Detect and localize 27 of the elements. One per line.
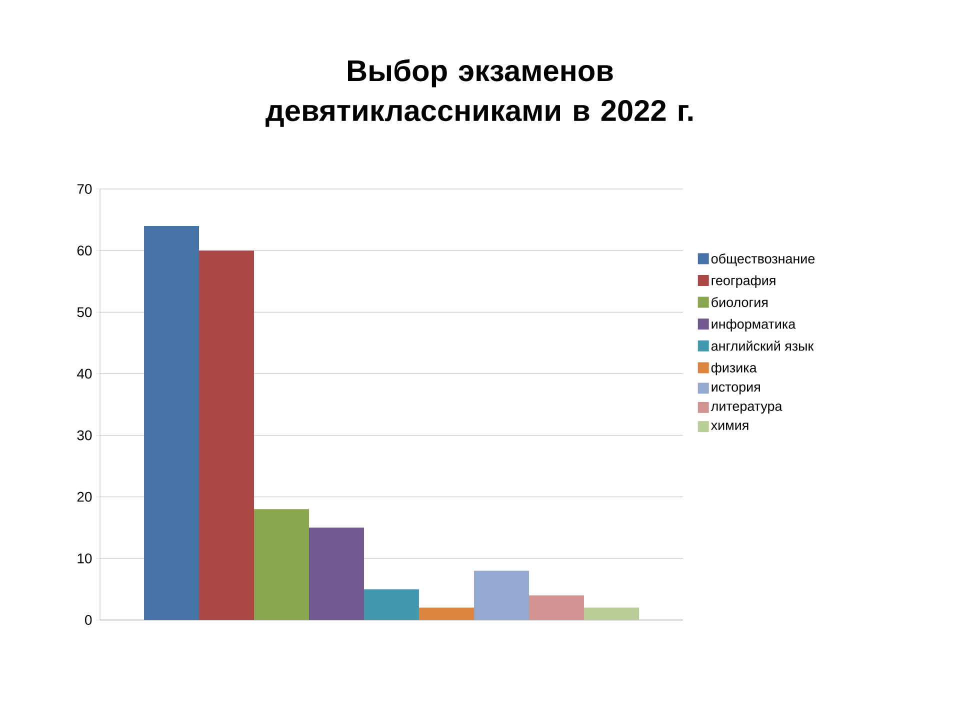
legend-label: химия xyxy=(711,422,748,430)
bar xyxy=(199,250,254,620)
legend-label: физика xyxy=(711,362,757,376)
y-tick-label: 50 xyxy=(77,307,92,318)
legend-label: история xyxy=(712,384,760,394)
bar xyxy=(584,608,640,620)
y-tick-label: 60 xyxy=(77,246,92,256)
y-tick-label: 70 xyxy=(77,184,92,194)
legend-label: информатика xyxy=(712,318,796,332)
legend-label: английский язык xyxy=(711,340,814,351)
legend-label: литература xyxy=(710,404,782,414)
bar xyxy=(254,509,310,620)
bar xyxy=(144,226,200,620)
chart-title: Выбор экзаменов девятиклассниками в 2022 г. xyxy=(266,59,693,127)
y-tick-label: 0 xyxy=(85,615,92,625)
bar xyxy=(364,589,420,620)
bar xyxy=(309,528,364,620)
y-tick-label: 20 xyxy=(77,492,92,502)
y-tick-label: 30 xyxy=(77,430,92,440)
bar xyxy=(419,608,474,620)
bar xyxy=(529,595,584,620)
y-tick-label: 10 xyxy=(78,553,92,564)
legend-label: биология xyxy=(712,297,768,308)
y-tick-label: 40 xyxy=(77,368,92,379)
legend-label: география xyxy=(712,275,776,288)
legend-label: обществознание xyxy=(711,254,815,266)
bar xyxy=(474,570,530,620)
